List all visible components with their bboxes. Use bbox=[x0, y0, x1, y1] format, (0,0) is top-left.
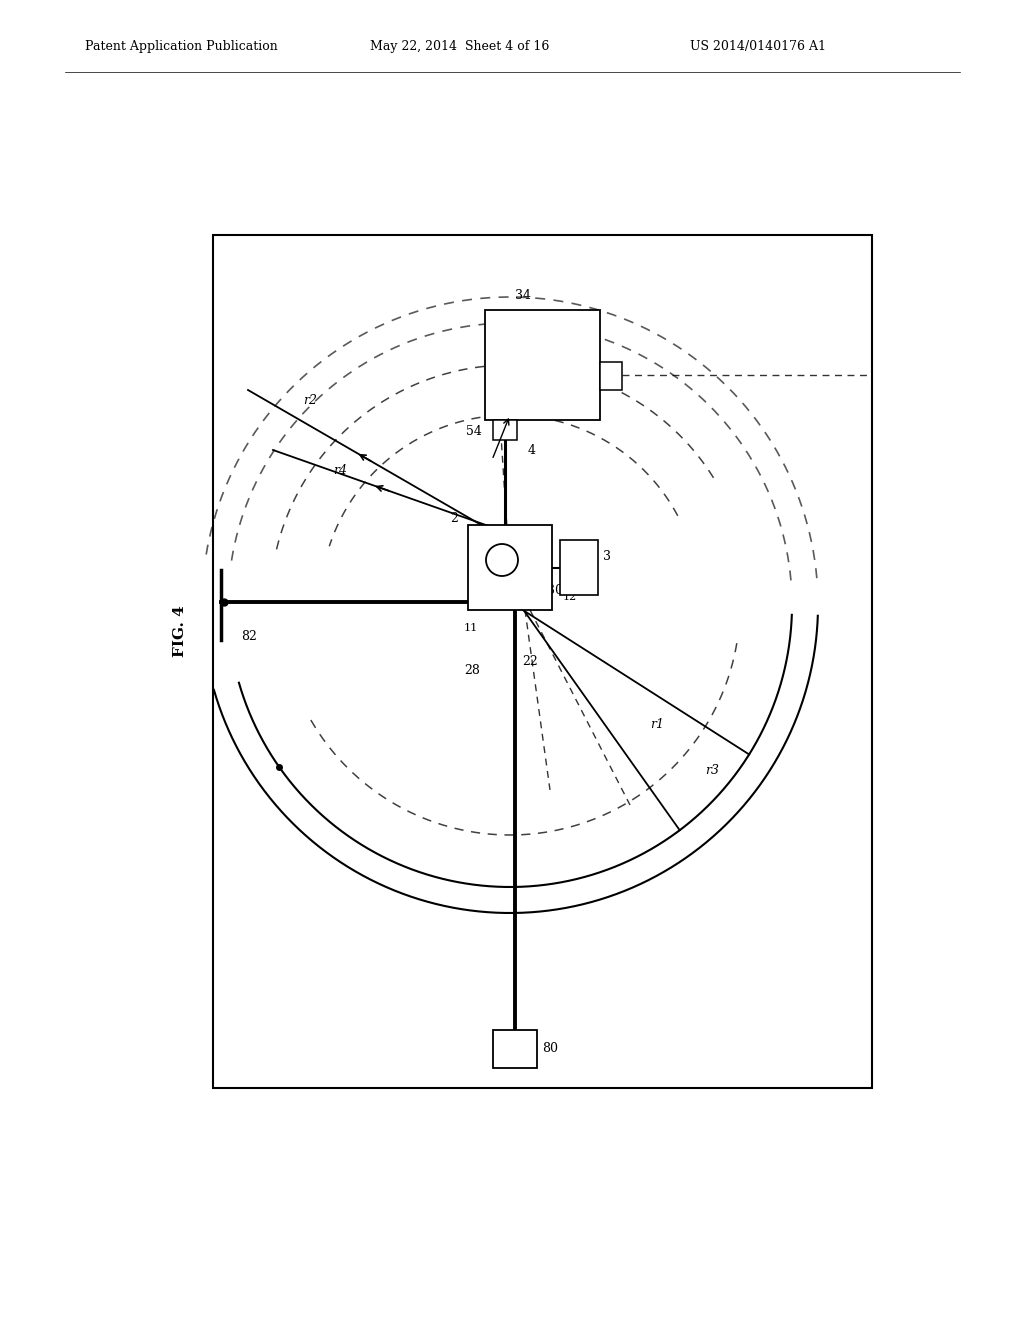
Text: 80: 80 bbox=[542, 1043, 558, 1056]
Bar bbox=[560, 540, 598, 595]
Text: Patent Application Publication: Patent Application Publication bbox=[85, 40, 278, 53]
Text: 82: 82 bbox=[241, 630, 257, 643]
Text: 22: 22 bbox=[522, 655, 538, 668]
Text: 12: 12 bbox=[563, 591, 578, 602]
Text: r3: r3 bbox=[705, 763, 719, 776]
Text: 11: 11 bbox=[464, 623, 478, 634]
Text: 3: 3 bbox=[603, 550, 611, 564]
Text: r4: r4 bbox=[333, 463, 347, 477]
Text: 4: 4 bbox=[528, 444, 536, 457]
Text: US 2014/0140176 A1: US 2014/0140176 A1 bbox=[690, 40, 826, 53]
Text: May 22, 2014  Sheet 4 of 16: May 22, 2014 Sheet 4 of 16 bbox=[370, 40, 549, 53]
Text: 2: 2 bbox=[451, 512, 458, 525]
Text: r2: r2 bbox=[303, 393, 317, 407]
Bar bbox=[600, 362, 622, 389]
Bar bbox=[493, 420, 517, 440]
Bar bbox=[485, 310, 600, 420]
Text: r1: r1 bbox=[650, 718, 664, 731]
Text: FIG. 4: FIG. 4 bbox=[173, 606, 187, 657]
Text: 30: 30 bbox=[547, 583, 563, 597]
Text: 28: 28 bbox=[464, 664, 480, 676]
Circle shape bbox=[486, 544, 518, 576]
Text: 54: 54 bbox=[466, 425, 482, 438]
Bar bbox=[468, 525, 552, 610]
Text: 34: 34 bbox=[515, 289, 531, 302]
Bar bbox=[213, 235, 872, 1088]
Bar bbox=[493, 1030, 537, 1068]
